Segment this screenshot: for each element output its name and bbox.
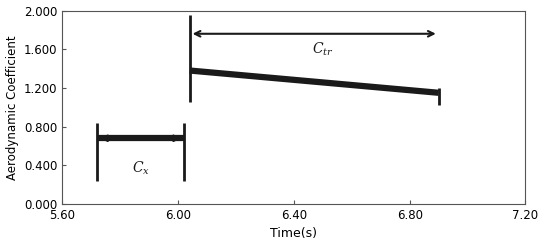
Y-axis label: Aerodynamic Coefficient: Aerodynamic Coefficient	[5, 35, 18, 180]
Text: $C_{tr}$: $C_{tr}$	[312, 41, 333, 58]
X-axis label: Time(s): Time(s)	[270, 228, 318, 240]
Text: $C_x$: $C_x$	[132, 159, 150, 177]
